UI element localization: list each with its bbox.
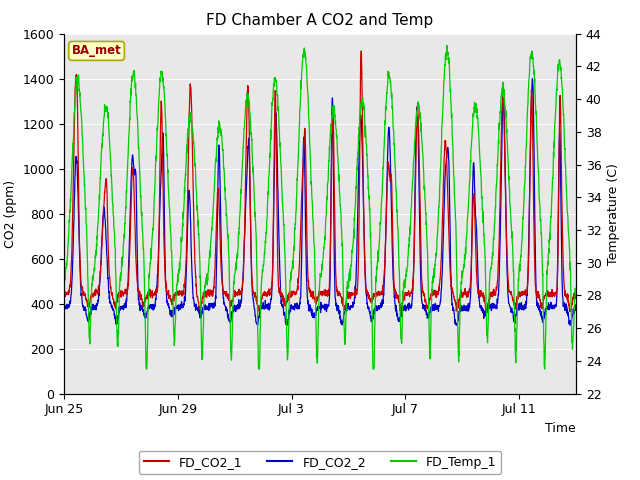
Y-axis label: Temperature (C): Temperature (C) [607,163,620,264]
Title: FD Chamber A CO2 and Temp: FD Chamber A CO2 and Temp [206,13,434,28]
Y-axis label: CO2 (ppm): CO2 (ppm) [4,180,17,248]
Text: BA_met: BA_met [72,44,122,58]
Legend: FD_CO2_1, FD_CO2_2, FD_Temp_1: FD_CO2_1, FD_CO2_2, FD_Temp_1 [139,451,501,474]
X-axis label: Time: Time [545,422,576,435]
